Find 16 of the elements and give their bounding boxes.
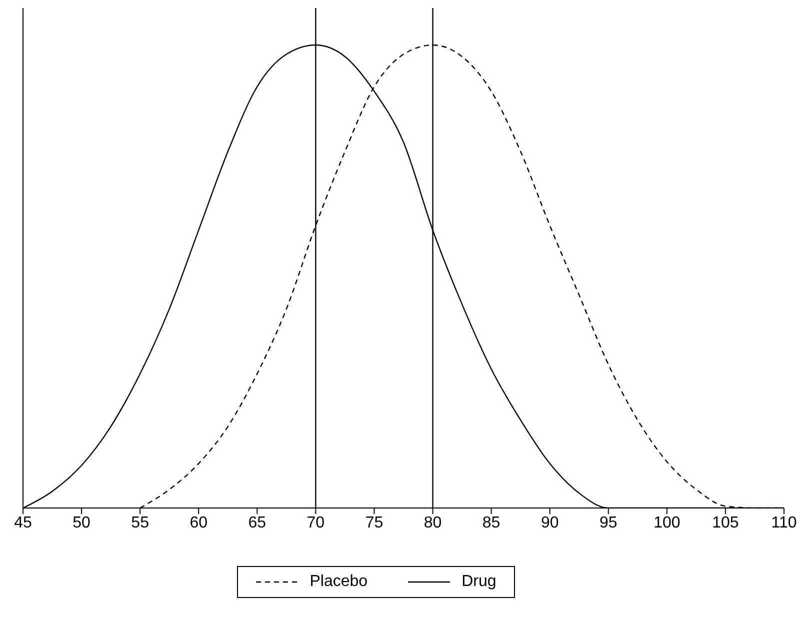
x-tick-label: 85	[482, 514, 500, 532]
x-tick-label: 70	[306, 514, 325, 532]
x-tick-label: 105	[712, 514, 739, 532]
x-tick-label: 50	[72, 514, 91, 532]
x-tick-label: 45	[14, 514, 32, 532]
legend-label: Placebo	[310, 573, 368, 591]
x-tick-label: 110	[771, 514, 797, 532]
x-tick-label: 60	[190, 514, 208, 532]
x-tick-label: 80	[424, 514, 442, 532]
legend-label: Drug	[462, 573, 496, 591]
x-tick-label: 65	[248, 514, 266, 532]
x-tick-label: 90	[540, 514, 559, 532]
x-tick-label: 55	[131, 514, 150, 532]
x-tick-label: 100	[654, 514, 680, 532]
x-tick-label: 75	[365, 514, 384, 532]
x-tick-label: 95	[599, 514, 618, 532]
